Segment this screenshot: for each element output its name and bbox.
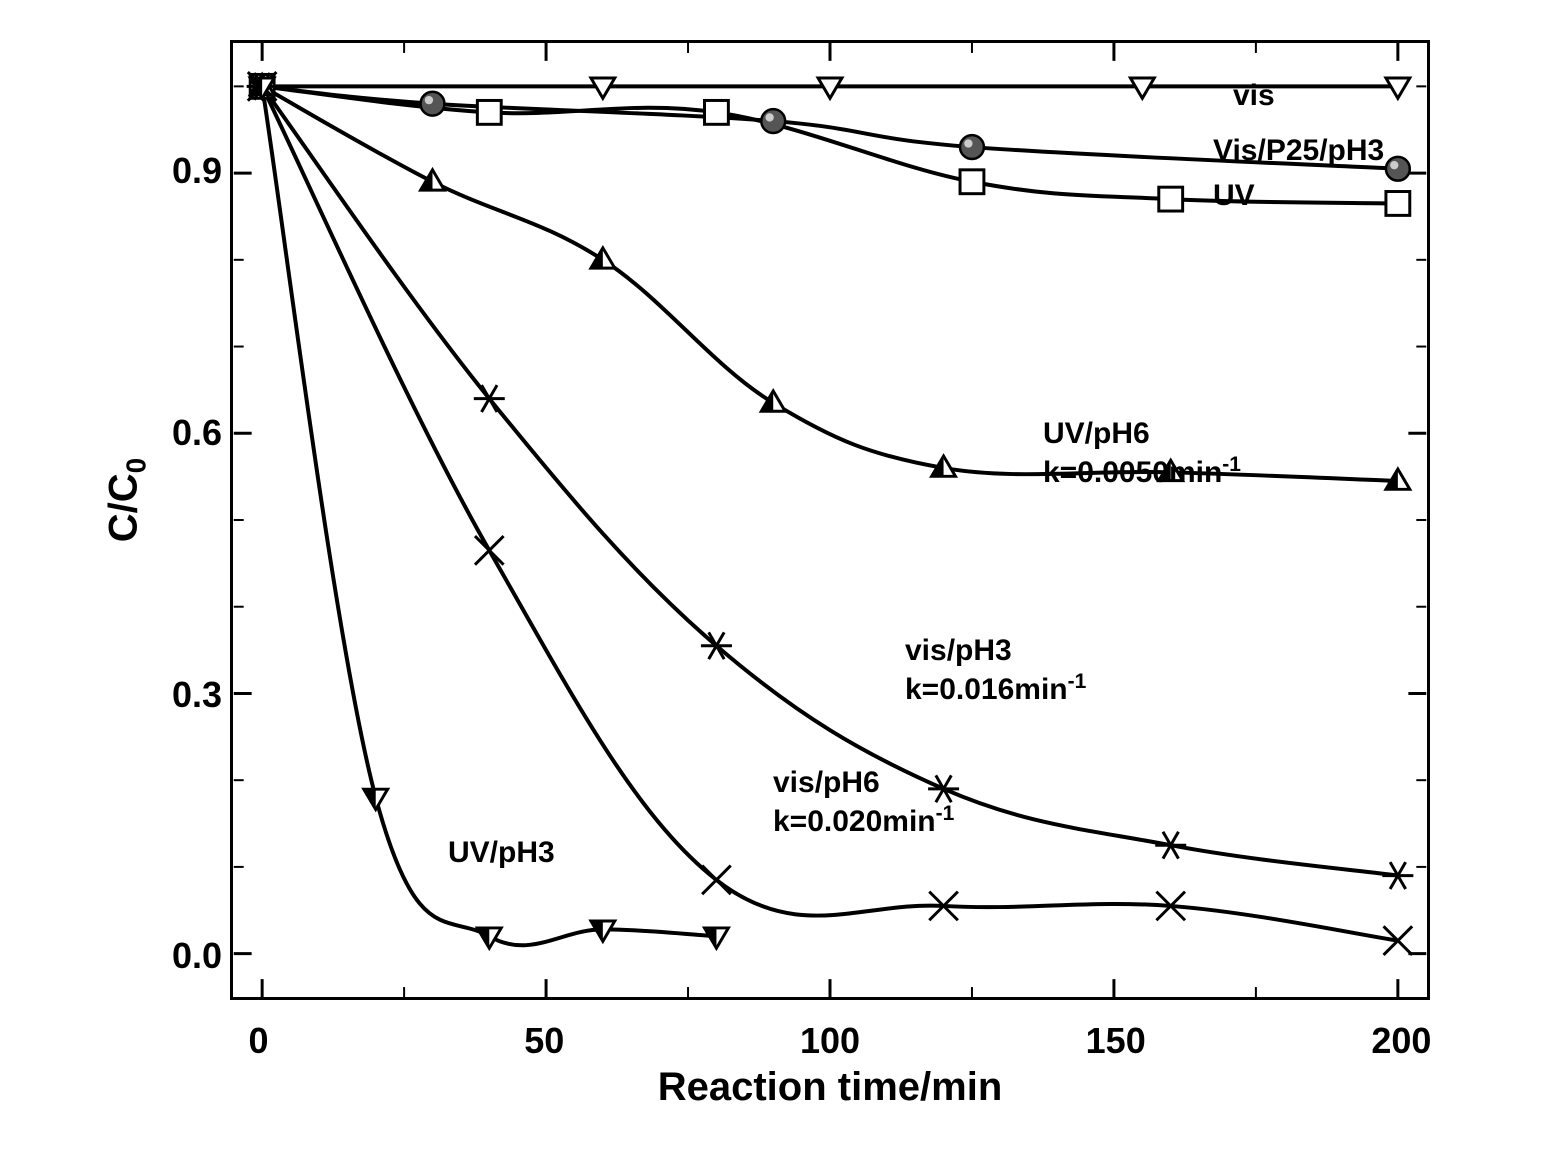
series-label-vis_ph3: vis/pH3k=0.016min-1 [905, 633, 1086, 708]
series-label-vis_ph6: vis/pH6k=0.020min-1 [773, 765, 954, 840]
marker-uv [705, 100, 729, 124]
marker-vis_ph6 [702, 866, 731, 895]
marker-uv [250, 74, 274, 98]
x-tick-label: 100 [800, 1020, 860, 1062]
marker-uv_ph3 [705, 928, 729, 948]
marker-vis_p25_ph3 [761, 109, 785, 133]
marker-uv [960, 170, 984, 194]
marker-uv [477, 100, 501, 124]
marker-vis_ph3 [1155, 832, 1186, 859]
marker-vis_ph6 [929, 892, 958, 921]
chart-container: C/C0 Reaction time/min vis Vis/P25/pH3 UV U… [60, 20, 1480, 1130]
marker-uv [1159, 187, 1183, 211]
marker-vis_p25_ph3 [960, 135, 984, 159]
marker-vis_p25_ph3 [250, 74, 274, 98]
x-tick-label: 150 [1086, 1020, 1146, 1062]
x-tick-label: 200 [1371, 1020, 1431, 1062]
marker-uv_ph3 [591, 921, 615, 941]
marker-vis [1130, 78, 1154, 98]
marker-vis_ph6 [1156, 892, 1185, 921]
series-line-uv_ph3 [262, 86, 716, 945]
x-axis-label: Reaction time/min [230, 1065, 1430, 1110]
marker-vis_ph6 [248, 72, 277, 101]
series-label-uv: UV [1213, 178, 1255, 214]
marker-uv [1386, 192, 1410, 216]
series-label-uv_ph3: UV/pH3 [448, 835, 555, 871]
marker-uv_ph3 [250, 78, 274, 98]
marker-vis_ph3 [474, 385, 505, 412]
series-label-vis_p25_ph3: Vis/P25/pH3 [1213, 133, 1384, 169]
series-label-uv_ph6: UV/pH6k=0.0050min-1 [1043, 416, 1241, 491]
y-tick-label: 0.6 [172, 412, 222, 454]
marker-uv_ph6 [1386, 469, 1410, 489]
x-tick-label: 50 [524, 1020, 564, 1062]
series-label-vis: vis [1233, 78, 1275, 114]
marker-uv_ph6 [421, 170, 445, 190]
marker-vis_ph3 [701, 632, 732, 659]
marker-vis_p25_ph3 [1386, 157, 1410, 181]
x-tick-label: 0 [249, 1020, 269, 1062]
marker-uv_ph6 [932, 456, 956, 476]
marker-uv_ph6 [250, 74, 274, 94]
marker-vis_ph6 [475, 536, 504, 565]
marker-vis_ph6 [1384, 926, 1413, 955]
plot-area: vis Vis/P25/pH3 UV UV/pH6k=0.0050min-1 vis/p… [230, 40, 1430, 1000]
marker-uv_ph6 [591, 248, 615, 268]
marker-vis [250, 78, 274, 98]
marker-uv_ph3 [477, 928, 501, 948]
marker-uv_ph3 [364, 789, 388, 809]
marker-vis_ph3 [1382, 862, 1413, 889]
marker-vis_p25_ph3 [421, 92, 445, 116]
y-tick-label: 0.0 [172, 935, 222, 977]
y-tick-label: 0.3 [172, 674, 222, 716]
marker-vis [591, 78, 615, 98]
marker-vis_ph3 [247, 73, 278, 100]
marker-uv_ph6 [761, 391, 785, 411]
marker-vis [818, 78, 842, 98]
y-tick-label: 0.9 [172, 150, 222, 192]
y-axis-label: C/C0 [102, 458, 153, 542]
marker-vis [1386, 78, 1410, 98]
